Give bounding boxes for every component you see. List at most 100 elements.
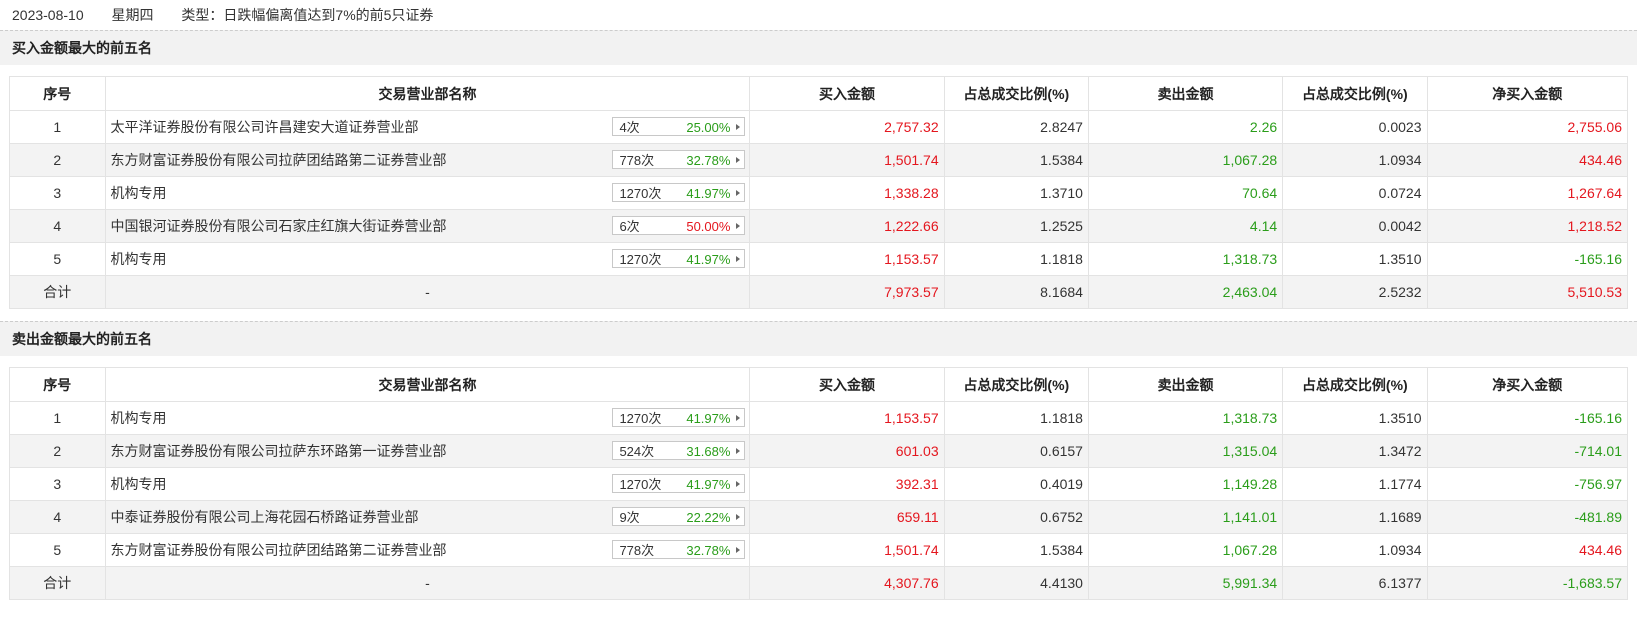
buy-amount: 1,501.74 <box>749 533 945 567</box>
caret-right-icon <box>736 448 741 454</box>
row-no: 2 <box>9 434 106 468</box>
branch-cell: 机构专用 1270次 41.97% <box>104 401 751 435</box>
row-no: 4 <box>9 209 106 243</box>
list-type: 类型：日跌幅偏离值达到7%的前5只证券 <box>181 7 434 23</box>
table-row: 2 东方财富证券股份有限公司拉萨团结路第二证券营业部 778次 32.78% 1,501… <box>9 143 1628 177</box>
buy-amount: 1,501.74 <box>749 143 945 177</box>
col-header-net: 净买入金额 <box>1426 76 1628 111</box>
net-buy-amount: 1,267.64 <box>1426 176 1628 210</box>
total-net-buy-amount: 5,510.53 <box>1426 275 1628 309</box>
list-count: 1270次 <box>619 411 662 426</box>
net-buy-amount: -165.16 <box>1426 401 1628 435</box>
branch-name[interactable]: 机构专用 <box>110 476 167 492</box>
col-header-sell: 卖出金额 <box>1087 76 1284 111</box>
branch-stats-button[interactable]: 524次 31.68% <box>612 441 746 460</box>
table-row: 4 中国银河证券股份有限公司石家庄红旗大街证券营业部 6次 50.00% 1,222.6… <box>9 209 1628 243</box>
table-row: 3 机构专用 1270次 41.97% 392.31 0.4019 1,149.28 1.17… <box>9 467 1628 501</box>
row-no: 2 <box>9 143 106 177</box>
branch-stats-button[interactable]: 9次 22.22% <box>612 507 746 526</box>
branch-cell: 太平洋证券股份有限公司许昌建安大道证券营业部 4次 25.00% <box>104 110 751 144</box>
weekday: 星期四 <box>111 7 154 23</box>
sell-amount: 2.26 <box>1087 110 1284 144</box>
branch-name[interactable]: 中国银河证券股份有限公司石家庄红旗大街证券营业部 <box>110 218 447 234</box>
table-header-row: 序号 交易营业部名称 买入金额 占总成交比例(%) 卖出金额 占总成交比例(%)… <box>9 76 1628 111</box>
branch-name[interactable]: 机构专用 <box>110 185 167 201</box>
table-row: 2 东方财富证券股份有限公司拉萨东环路第一证券营业部 524次 31.68% 601.0… <box>9 434 1628 468</box>
net-buy-amount: -165.16 <box>1426 242 1628 276</box>
branch-name[interactable]: 机构专用 <box>110 410 167 426</box>
info-bar: 2023-08-10 星期四 类型：日跌幅偏离值达到7%的前5只证券 <box>0 0 1637 30</box>
sell-ratio: 1.0934 <box>1282 143 1428 177</box>
branch-stats-button[interactable]: 6次 50.00% <box>612 216 746 235</box>
total-net-buy-amount: -1,683.57 <box>1426 566 1628 600</box>
col-header-net: 净买入金额 <box>1426 367 1628 402</box>
row-no: 5 <box>9 533 106 567</box>
table-row: 3 机构专用 1270次 41.97% 1,338.28 1.3710 70.64 0.072… <box>9 176 1628 210</box>
branch-stats-button[interactable]: 778次 32.78% <box>612 150 746 169</box>
win-rate: 22.22% <box>686 510 731 525</box>
total-sell-amount: 5,991.34 <box>1087 566 1284 600</box>
branch-name[interactable]: 东方财富证券股份有限公司拉萨东环路第一证券营业部 <box>110 443 447 459</box>
net-buy-amount: -714.01 <box>1426 434 1628 468</box>
net-buy-amount: -756.97 <box>1426 467 1628 501</box>
win-rate: 32.78% <box>686 543 731 558</box>
buy-amount: 1,153.57 <box>749 242 945 276</box>
list-count: 1270次 <box>619 186 662 201</box>
win-rate: 41.97% <box>686 252 731 267</box>
table-row: 1 机构专用 1270次 41.97% 1,153.57 1.1818 1,318.73 1.… <box>9 401 1628 435</box>
list-count: 4次 <box>619 120 640 135</box>
total-buy-amount: 7,973.57 <box>749 275 945 309</box>
net-buy-amount: 434.46 <box>1426 143 1628 177</box>
row-no: 4 <box>9 500 106 534</box>
sell-ratio: 0.0023 <box>1282 110 1428 144</box>
col-header-sell-ratio: 占总成交比例(%) <box>1282 76 1428 111</box>
caret-right-icon <box>736 547 741 553</box>
branch-cell: 机构专用 1270次 41.97% <box>104 176 751 210</box>
branch-name[interactable]: 太平洋证券股份有限公司许昌建安大道证券营业部 <box>110 119 419 135</box>
buy-section-title: 买入金额最大的前五名 <box>0 30 1637 65</box>
total-label: 合计 <box>9 566 106 600</box>
total-label: 合计 <box>9 275 106 309</box>
sell-amount: 1,149.28 <box>1087 467 1284 501</box>
branch-stats-button[interactable]: 4次 25.00% <box>612 117 746 136</box>
branch-cell: 东方财富证券股份有限公司拉萨东环路第一证券营业部 524次 31.68% <box>104 434 751 468</box>
buy-amount: 1,222.66 <box>749 209 945 243</box>
branch-stats-button[interactable]: 1270次 41.97% <box>612 249 746 268</box>
caret-right-icon <box>736 157 741 163</box>
branch-name[interactable]: 东方财富证券股份有限公司拉萨团结路第二证券营业部 <box>110 542 447 558</box>
caret-right-icon <box>736 514 741 520</box>
total-branch-placeholder: - <box>104 275 751 309</box>
buy-ratio: 1.5384 <box>943 533 1089 567</box>
total-row: 合计 -4,307.76 4.4130 5,991.34 6.1377 -1,683.57 <box>9 566 1628 600</box>
branch-cell: 中国银河证券股份有限公司石家庄红旗大街证券营业部 6次 50.00% <box>104 209 751 243</box>
branch-name[interactable]: 机构专用 <box>110 251 167 267</box>
branch-stats-button[interactable]: 1270次 41.97% <box>612 408 746 427</box>
sell-ratio: 1.3510 <box>1282 401 1428 435</box>
list-count: 524次 <box>619 444 655 459</box>
list-count: 9次 <box>619 510 640 525</box>
branch-stats-button[interactable]: 778次 32.78% <box>612 540 746 559</box>
sell-ratio: 0.0724 <box>1282 176 1428 210</box>
branch-stats-button[interactable]: 1270次 41.97% <box>612 474 746 493</box>
total-buy-amount: 4,307.76 <box>749 566 945 600</box>
sell-ratio: 1.1689 <box>1282 500 1428 534</box>
list-count: 6次 <box>619 219 640 234</box>
buy-ratio: 1.3710 <box>943 176 1089 210</box>
branch-cell: 东方财富证券股份有限公司拉萨团结路第二证券营业部 778次 32.78% <box>104 143 751 177</box>
caret-right-icon <box>736 481 741 487</box>
row-no: 3 <box>9 176 106 210</box>
buy-ratio: 1.1818 <box>943 401 1089 435</box>
branch-name[interactable]: 中泰证券股份有限公司上海花园石桥路证券营业部 <box>110 509 419 525</box>
caret-right-icon <box>736 124 741 130</box>
col-header-buy-ratio: 占总成交比例(%) <box>943 367 1089 402</box>
buy-amount: 392.31 <box>749 467 945 501</box>
branch-stats-button[interactable]: 1270次 41.97% <box>612 183 746 202</box>
buy-ratio: 1.5384 <box>943 143 1089 177</box>
col-header-sell: 卖出金额 <box>1087 367 1284 402</box>
caret-right-icon <box>736 190 741 196</box>
buy-ratio: 0.6752 <box>943 500 1089 534</box>
sell-amount: 70.64 <box>1087 176 1284 210</box>
branch-name[interactable]: 东方财富证券股份有限公司拉萨团结路第二证券营业部 <box>110 152 447 168</box>
branch-cell: 东方财富证券股份有限公司拉萨团结路第二证券营业部 778次 32.78% <box>104 533 751 567</box>
buy-amount: 1,153.57 <box>749 401 945 435</box>
